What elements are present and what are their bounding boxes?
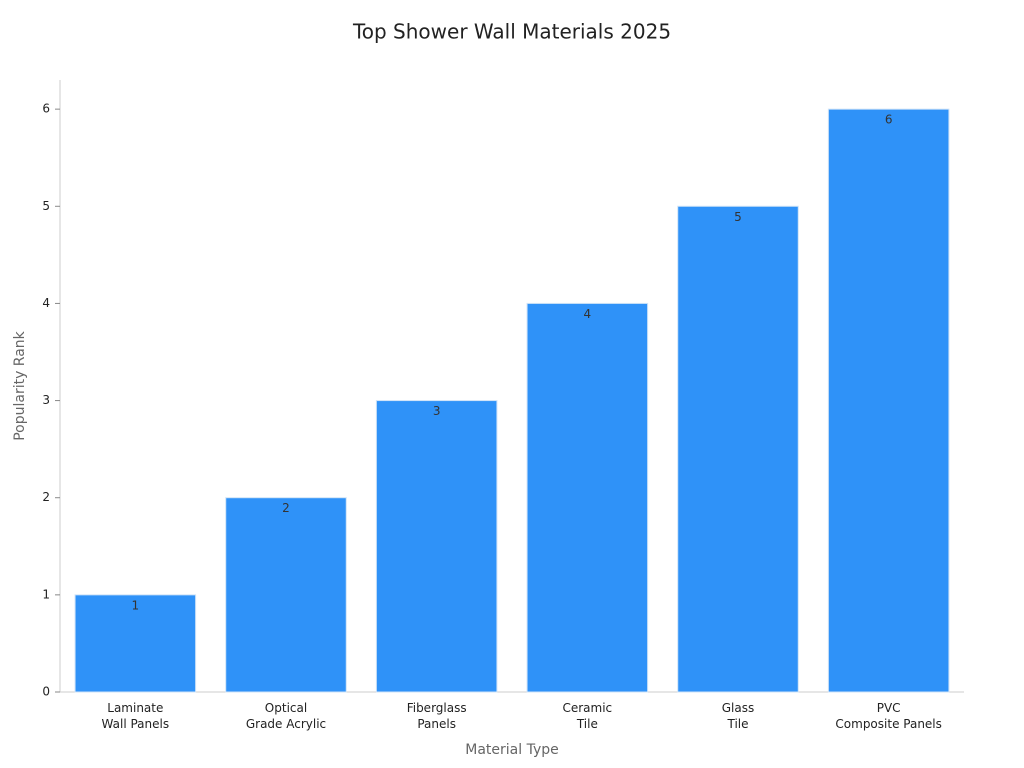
value-label: 2 xyxy=(282,501,290,515)
y-tick-label: 6 xyxy=(42,102,50,116)
value-label: 4 xyxy=(584,307,592,321)
y-tick-label: 0 xyxy=(42,685,50,699)
x-tick-label: PVC Composite Panels xyxy=(835,701,942,731)
bar xyxy=(526,302,649,693)
y-tick-label: 2 xyxy=(42,490,50,504)
value-label: 1 xyxy=(132,598,140,612)
y-axis-label: Popularity Rank xyxy=(12,330,28,440)
x-tick-label: Fiberglass Panels xyxy=(406,701,467,731)
y-tick-label: 3 xyxy=(42,393,50,407)
value-label: 3 xyxy=(433,404,441,418)
x-tick-label: Laminate Wall Panels xyxy=(101,701,170,731)
x-tick-label: Glass Tile xyxy=(721,701,755,731)
chart-title: Top Shower Wall Materials 2025 xyxy=(352,20,671,44)
bar xyxy=(677,205,799,693)
bar xyxy=(375,400,498,693)
bar xyxy=(74,594,197,693)
bar xyxy=(827,108,950,693)
y-tick-label: 1 xyxy=(42,587,50,601)
x-axis-label: Material Type xyxy=(465,742,558,758)
y-tick-label: 4 xyxy=(42,296,50,310)
y-tick-label: 5 xyxy=(42,199,50,213)
x-tick-label: Optical Grade Acrylic xyxy=(245,701,327,731)
value-label: 5 xyxy=(734,210,742,224)
value-label: 6 xyxy=(885,113,893,127)
x-tick-label: Ceramic Tile xyxy=(562,701,613,731)
bar xyxy=(225,497,347,693)
